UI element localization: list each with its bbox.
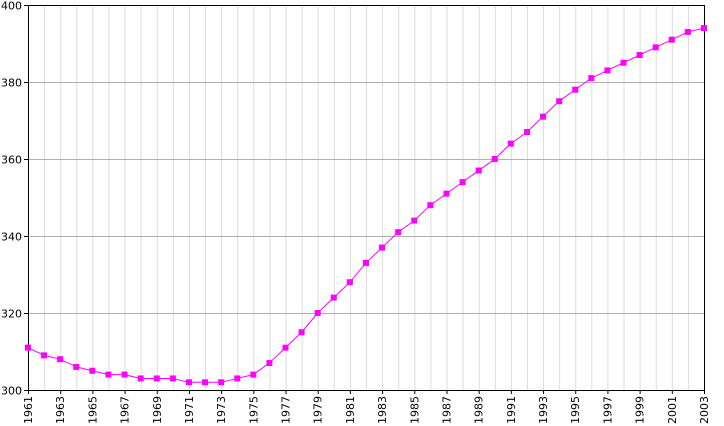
y-tick-label: 400	[1, 0, 22, 13]
data-point-marker	[668, 36, 675, 43]
data-point-marker	[379, 244, 386, 251]
data-point-marker	[395, 229, 402, 236]
x-tick-label: 1989	[473, 396, 486, 424]
data-point-marker	[121, 371, 128, 378]
x-tick-label: 2003	[698, 396, 711, 424]
data-point-marker	[234, 375, 241, 382]
data-point-marker	[202, 379, 209, 386]
y-tick-label: 360	[1, 154, 22, 167]
data-point-marker	[523, 129, 530, 136]
data-point-marker	[363, 259, 369, 266]
y-tick-label: 320	[1, 308, 22, 321]
data-point-marker	[684, 28, 691, 35]
data-point-marker	[153, 375, 160, 382]
series	[25, 25, 707, 386]
data-point-marker	[491, 156, 498, 162]
data-point-marker	[620, 59, 627, 66]
y-tick-label: 300	[1, 385, 22, 398]
grid	[28, 5, 705, 391]
data-point-marker	[701, 25, 707, 32]
plot-frame	[28, 5, 705, 391]
data-point-marker	[314, 310, 321, 316]
data-point-marker	[604, 67, 611, 74]
x-tick-label: 1999	[634, 396, 647, 424]
data-point-marker	[57, 356, 64, 363]
x-tick-label: 1975	[247, 396, 260, 424]
y-tick-label: 340	[1, 231, 22, 244]
data-point-marker	[346, 279, 353, 286]
x-tick-label: 1993	[537, 396, 550, 424]
x-tick-label: 1983	[376, 396, 389, 424]
x-tick-label: 1987	[440, 396, 453, 424]
data-point-marker	[41, 352, 48, 359]
x-tick-label: 1985	[408, 396, 421, 424]
data-point-marker	[89, 367, 96, 374]
x-tick-label: 1963	[54, 396, 67, 424]
data-point-marker	[137, 375, 144, 382]
data-point-marker	[556, 98, 563, 105]
x-tick-label: 1977	[280, 396, 293, 424]
data-point-marker	[475, 167, 482, 174]
data-point-marker	[282, 344, 289, 351]
data-point-marker	[636, 52, 643, 59]
x-tick-label: 1967	[119, 396, 132, 424]
x-tick-label: 1973	[215, 396, 228, 424]
data-point-marker	[218, 379, 225, 386]
data-point-marker	[330, 294, 337, 301]
tick-labels: 300 320 340 360 380 400 1961 1963 1965 1967 1969 19…	[1, 0, 711, 424]
x-tick-label: 1997	[601, 396, 614, 424]
data-point-marker	[298, 329, 305, 336]
data-point-marker	[427, 202, 434, 209]
data-point-marker	[572, 86, 579, 93]
x-tick-label: 1991	[505, 396, 518, 424]
x-tick-label: 1965	[86, 396, 99, 424]
data-point-marker	[266, 360, 273, 367]
axes	[24, 5, 705, 394]
x-tick-label: 1981	[344, 396, 357, 424]
data-point-marker	[411, 217, 418, 224]
data-point-marker	[73, 363, 80, 370]
data-point-marker	[185, 379, 192, 386]
data-point-marker	[443, 190, 450, 197]
data-point-marker	[25, 344, 31, 351]
data-point-marker	[507, 140, 514, 147]
x-tick-label: 2001	[666, 396, 679, 424]
x-tick-label: 1995	[569, 396, 582, 424]
y-tick-label: 380	[1, 77, 22, 90]
data-point-marker	[459, 179, 466, 186]
x-tick-label: 1971	[183, 396, 196, 424]
data-point-marker	[540, 113, 547, 120]
x-tick-label: 1969	[151, 396, 164, 424]
data-point-marker	[250, 371, 257, 378]
data-point-marker	[588, 75, 595, 82]
data-point-marker	[105, 371, 112, 378]
x-tick-label: 1979	[312, 396, 325, 424]
data-point-marker	[652, 44, 659, 51]
data-point-marker	[169, 375, 176, 382]
x-tick-label: 1961	[22, 396, 35, 424]
